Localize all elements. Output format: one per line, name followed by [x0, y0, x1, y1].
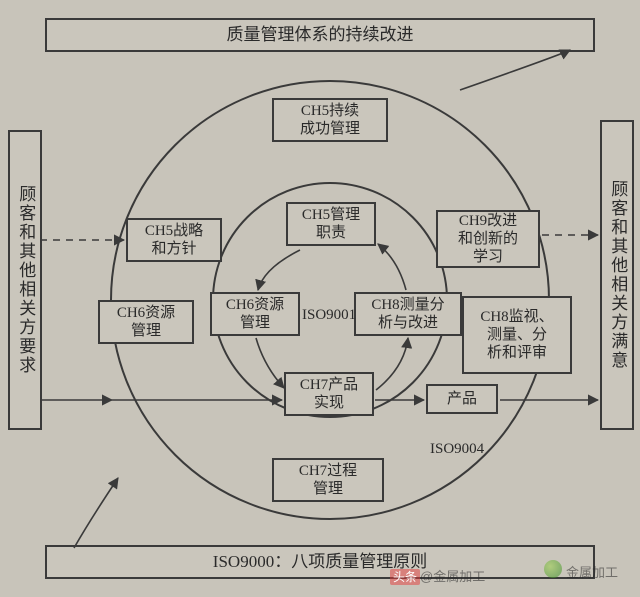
watermark-left: 头条@金属加工: [390, 566, 485, 585]
outer-bottom-box: CH7过程管理: [272, 458, 384, 502]
watermark-prefix: 头条: [390, 569, 420, 585]
center-label: ISO9001: [302, 306, 356, 324]
iso9004-label: ISO9004: [430, 440, 484, 458]
right-pillar: 顾客和其他相关方满意: [600, 120, 634, 430]
watermark-logo-icon: [544, 560, 562, 578]
watermark-right: 金属加工: [566, 562, 618, 581]
outer-left2-box: CH6资源管理: [98, 300, 194, 344]
bottom-banner: ISO9000：八项质量管理原则: [45, 545, 595, 579]
product-box: 产品: [426, 384, 498, 414]
inner-right-box: CH8测量分析与改进: [354, 292, 462, 336]
outer-right1-box: CH9改进和创新的学习: [436, 210, 540, 268]
left-pillar: 顾客和其他相关方要求: [8, 130, 42, 430]
inner-left-box: CH6资源管理: [210, 292, 300, 336]
inner-top-box: CH5管理职责: [286, 202, 376, 246]
outer-top-box: CH5持续成功管理: [272, 98, 388, 142]
outer-left1-box: CH5战略和方针: [126, 218, 222, 262]
outer-right2-box: CH8监视、测量、分析和评审: [462, 296, 572, 374]
top-banner: 质量管理体系的持续改进: [45, 18, 595, 52]
inner-bottom-box: CH7产品实现: [284, 372, 374, 416]
